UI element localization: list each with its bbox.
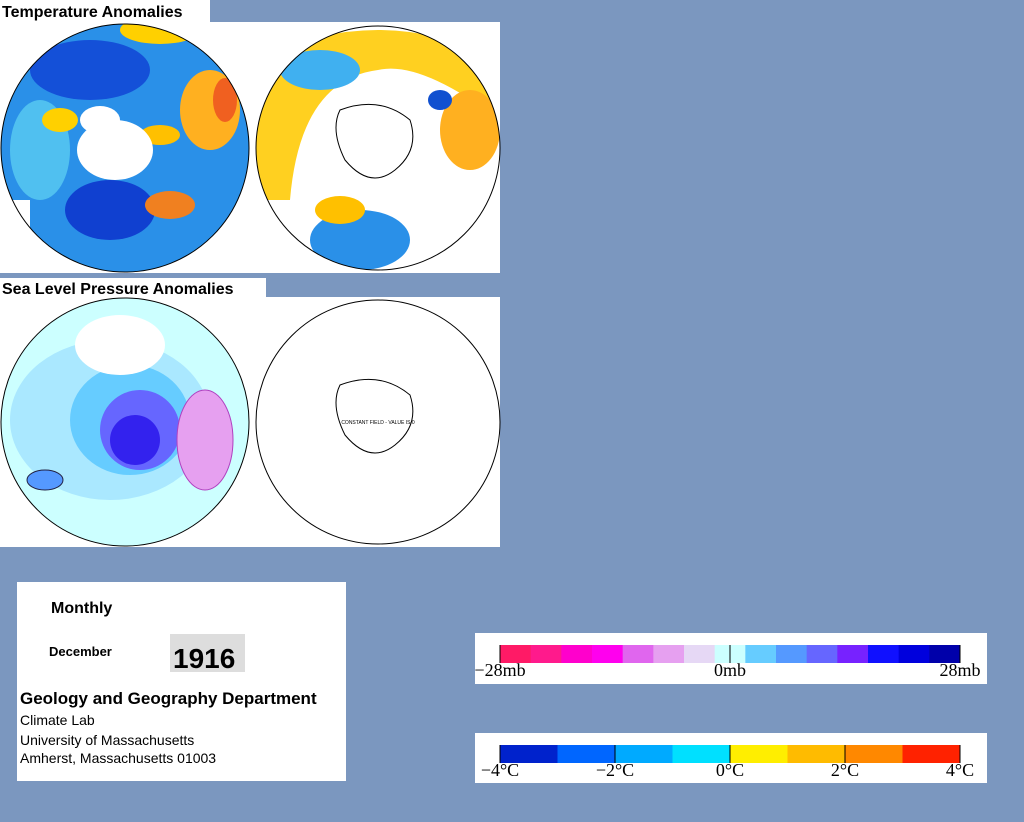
color-swatch — [684, 645, 716, 663]
color-swatch — [902, 745, 961, 763]
color-swatch — [500, 645, 532, 663]
map-outline — [255, 299, 501, 545]
color-swatch — [776, 645, 808, 663]
color-swatch — [745, 645, 777, 663]
map-south — [256, 26, 500, 270]
color-swatch — [592, 645, 624, 663]
color-swatch — [845, 745, 903, 763]
period: Monthly — [51, 600, 112, 617]
legend-label: 0mb — [714, 660, 746, 680]
color-swatch — [806, 645, 838, 663]
map-north-pressure — [1, 298, 249, 546]
color-swatch — [929, 645, 961, 663]
info-box — [17, 582, 346, 781]
legend-label: 4°C — [946, 760, 974, 780]
legend-label: −4°C — [481, 760, 519, 780]
color-swatch — [672, 745, 731, 763]
color-swatch — [561, 645, 593, 663]
department: Geology and Geography Department — [20, 689, 317, 708]
map-outline — [0, 23, 250, 273]
month: December — [49, 644, 112, 659]
color-swatch — [653, 645, 685, 663]
legend-label: 28mb — [939, 660, 980, 680]
legend-label: −28mb — [474, 660, 525, 680]
legend-label: −2°C — [596, 760, 634, 780]
color-swatch — [500, 745, 558, 763]
color-swatch — [530, 645, 562, 663]
color-swatch — [622, 645, 654, 663]
year-box — [170, 634, 245, 672]
legend-label: 0°C — [716, 760, 744, 780]
panel-title: Sea Level Pressure Anomalies — [2, 281, 234, 298]
coastline — [335, 378, 414, 454]
title-box — [0, 0, 210, 22]
year: 1916 — [173, 643, 235, 674]
color-swatch — [787, 745, 846, 763]
color-swatch — [898, 645, 930, 663]
color-swatch — [868, 645, 900, 663]
address-line: Climate Lab — [20, 712, 95, 728]
address-line: Amherst, Massachusetts 01003 — [20, 750, 216, 766]
color-swatch — [730, 745, 788, 763]
color-swatch — [557, 745, 616, 763]
map-outline — [0, 297, 250, 547]
panel-title: Temperature Anomalies — [2, 4, 183, 21]
map-note: CONSTANT FIELD - VALUE IS 0 — [341, 420, 415, 426]
color-swatch — [837, 645, 869, 663]
color-swatch — [615, 745, 673, 763]
legend-label: 2°C — [831, 760, 859, 780]
map-outline — [255, 25, 501, 271]
legends: −28mb 0mb 28mb −4°C −2°C 0°C 2°C 4°C — [474, 645, 981, 780]
address-line: University of Massachusetts — [20, 732, 194, 748]
title-box — [0, 278, 266, 297]
